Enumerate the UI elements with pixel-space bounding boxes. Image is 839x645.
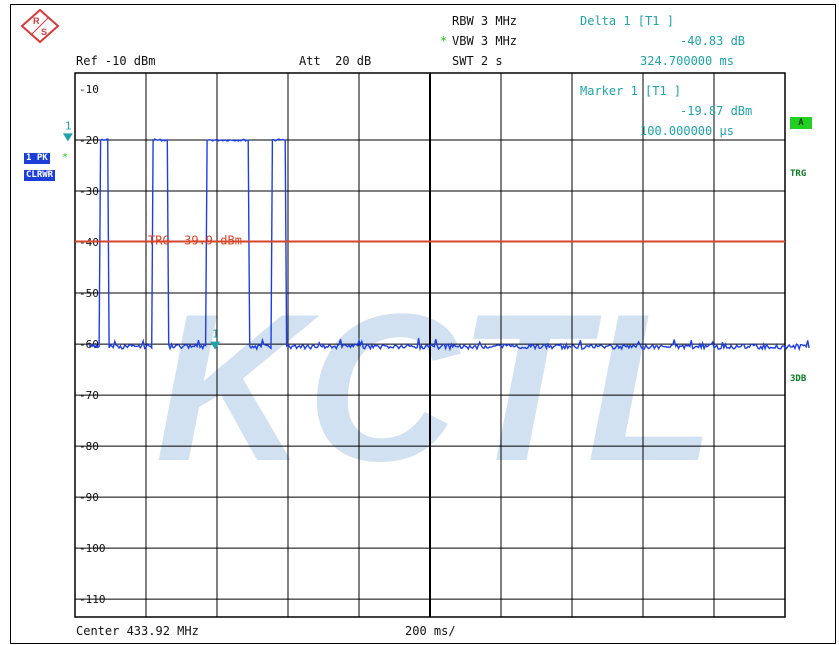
y-tick-label: -10 [79, 83, 99, 96]
time-per-div: 200 ms/ [405, 624, 456, 638]
marker-triangle-icon [210, 341, 221, 350]
y-tick-label: -100 [79, 542, 106, 555]
y-tick-label: -20 [79, 134, 99, 147]
y-tick-label: -40 [79, 236, 99, 249]
trace-a-indicator: A [790, 117, 812, 129]
trace-1 [88, 138, 810, 352]
y-tick-label: -50 [79, 287, 99, 300]
delta-marker-time: 324.700000 ms [640, 54, 734, 68]
y-tick-label: -90 [79, 491, 99, 504]
trigger-level-label: TRG -39.9 dBm [148, 234, 242, 248]
svg-text:S: S [41, 27, 47, 37]
marker-triangle-icon [62, 133, 73, 142]
trace-type-badge: CLRWR [24, 170, 56, 181]
marker1-value: -19.87 dBm [680, 104, 753, 118]
y-tick-label: -80 [79, 440, 99, 453]
trace-mode-badge: 1 PK [24, 153, 50, 164]
center-frequency: Center 433.92 MHz [76, 624, 199, 638]
marker-number-label: 1 [212, 328, 219, 341]
trg-indicator: TRG [790, 169, 807, 179]
marker-number-label: 1 [65, 119, 72, 132]
y-tick-label: -110 [79, 593, 106, 606]
instrument-frame [10, 4, 836, 644]
rs-logo-icon: R S [20, 8, 60, 44]
svg-text:R: R [33, 16, 40, 26]
attenuation: Att 20 dB [299, 54, 372, 68]
delta-marker-title: Delta 1 [T1 ] [580, 14, 674, 28]
swt-readout: SWT 2 s [452, 54, 503, 68]
watermark-text: KCTL [155, 270, 715, 505]
rbw-readout: RBW 3 MHz [452, 14, 518, 28]
trace-mode-star: * [62, 152, 69, 163]
ref-level: Ref -10 dBm [76, 54, 156, 68]
y-tick-label: -60 [79, 338, 99, 351]
delta-marker-value: -40.83 dB [680, 34, 746, 48]
vbw-readout: VBW 3 MHz [452, 34, 518, 48]
3db-indicator: 3DB [790, 374, 807, 384]
marker1-title: Marker 1 [T1 ] [580, 84, 682, 98]
vbw-star: * [440, 34, 448, 48]
y-tick-label: -30 [79, 185, 99, 198]
y-tick-label: -70 [79, 389, 99, 402]
marker1-time: 100.000000 µs [640, 124, 734, 138]
